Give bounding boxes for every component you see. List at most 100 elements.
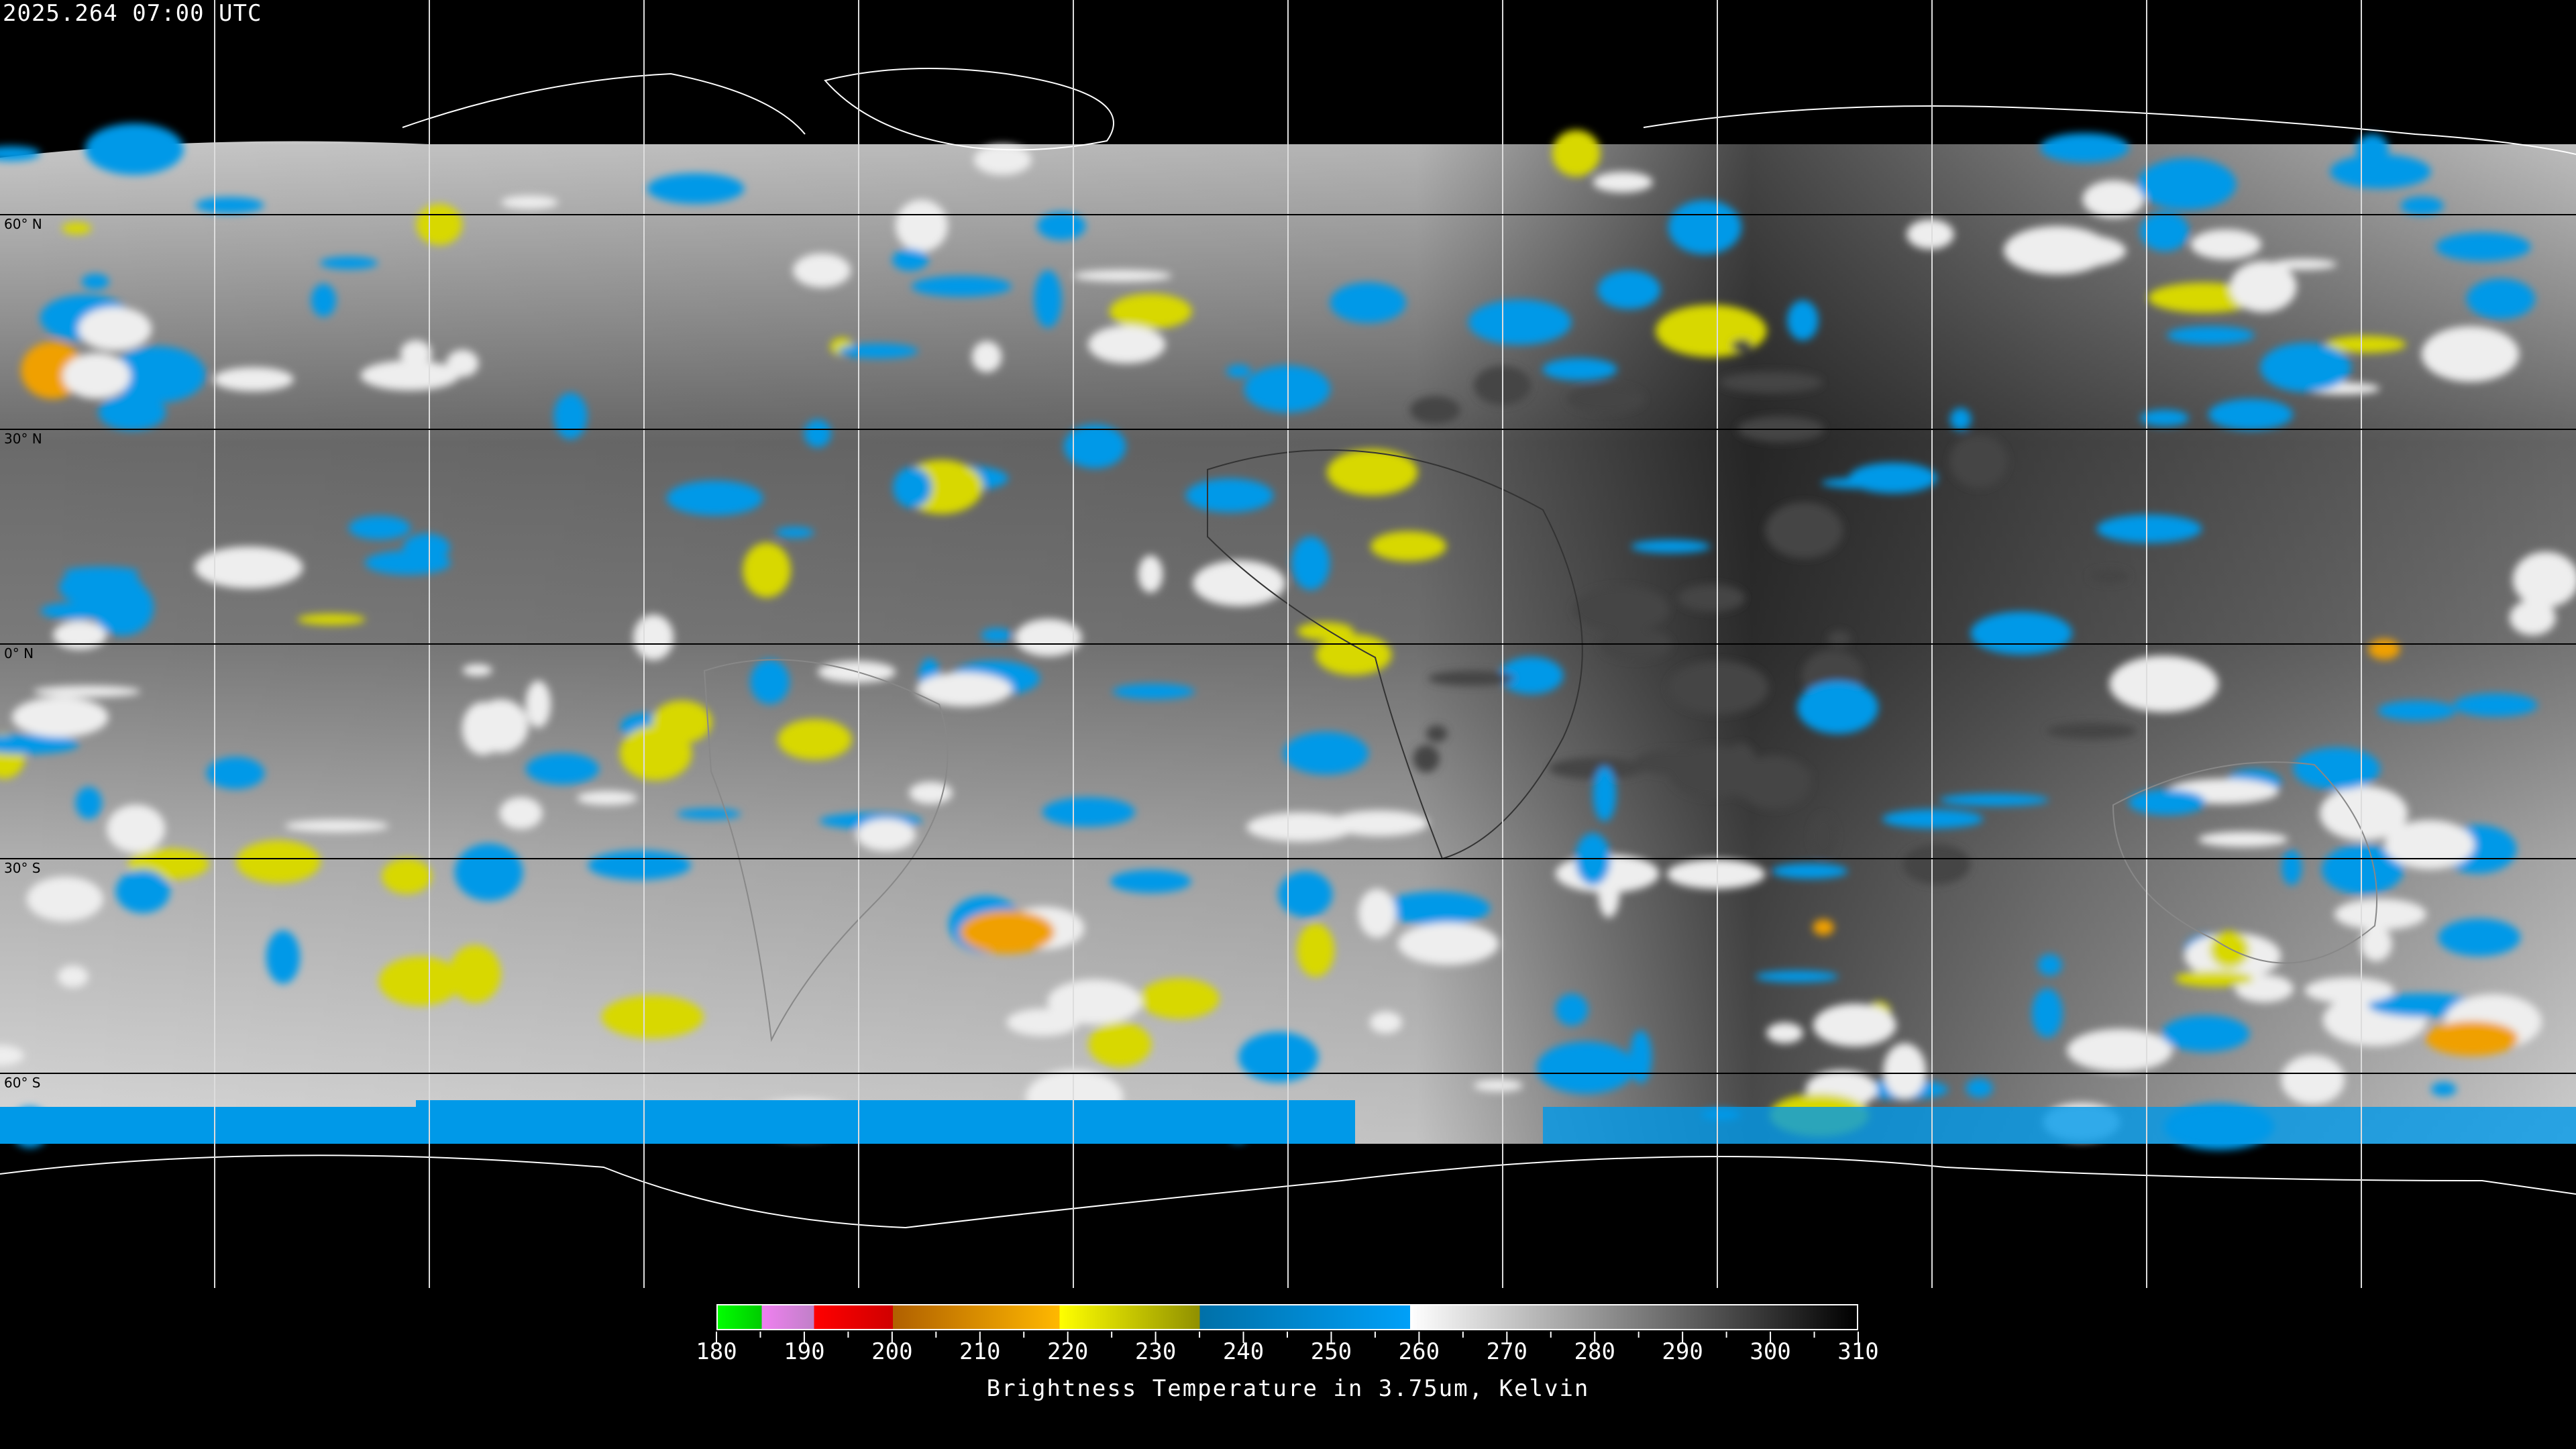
colorbar-tick-label: 200 (871, 1338, 913, 1365)
cloud-patch (892, 249, 928, 271)
cloud-patch (1939, 794, 2049, 806)
cloud-patch (2377, 700, 2457, 721)
cloud-patch (348, 516, 411, 540)
cloud-patch (2334, 898, 2426, 930)
cloud-patch (26, 876, 103, 922)
satellite-map (0, 0, 2576, 1288)
lat-label-30s: 30° S (4, 860, 41, 876)
cloud-patch (62, 353, 131, 399)
cloud-patch (652, 700, 712, 743)
cloud-patch (1036, 211, 1086, 240)
cloud-patch (909, 782, 953, 804)
cloud-patch (743, 543, 791, 598)
cloud-patch (1110, 869, 1191, 894)
cloud-patch (416, 204, 462, 246)
cloud-patch (2166, 326, 2255, 345)
cloud-patch (2421, 326, 2520, 382)
cloud-patch (525, 753, 600, 785)
cloud-patch (2510, 600, 2556, 636)
coastline-eurasia-north (1643, 105, 2576, 155)
cloud-patch (1246, 812, 1355, 842)
cloud-patch (91, 579, 154, 636)
cloud-patch (1771, 863, 1848, 879)
cloud-patch (2466, 278, 2535, 319)
cloud-patch (382, 858, 432, 894)
colorbar-tick-label: 300 (1750, 1338, 1791, 1365)
coastline-greenland (824, 68, 1114, 151)
cloud-patch (1882, 809, 1984, 829)
cloud-patch (1765, 502, 1843, 559)
cloud-patch (2040, 133, 2129, 163)
coastline-africa (1207, 449, 1583, 860)
cloud-patch (78, 307, 152, 351)
cloud-patch (2140, 211, 2190, 252)
cloud-patch (2368, 639, 2400, 660)
cloud-patch (1598, 867, 1620, 918)
cloud-patch (1138, 555, 1163, 593)
cloud-patch (2330, 154, 2431, 189)
cloud-patch (1813, 1004, 1896, 1047)
cloud-patch (311, 283, 337, 317)
coastline-arctic-canada (402, 72, 806, 135)
cloud-patch (98, 394, 166, 431)
cloud-patch (213, 367, 294, 392)
cloud-patch (2067, 1028, 2173, 1072)
cloud-patch (2128, 789, 2206, 816)
cloud-patch (2089, 569, 2129, 584)
cloud-patch (1238, 1032, 1319, 1083)
cloud-patch (2430, 1081, 2457, 1097)
cloud-patch (1566, 385, 1645, 413)
cloud-patch (1883, 1043, 1926, 1099)
cloud-patch (1185, 478, 1274, 513)
cloud-patch (2230, 261, 2297, 313)
cloud-patch (109, 346, 206, 403)
cloud-patch (1088, 325, 1166, 364)
cloud-patch (1426, 724, 1448, 743)
colorbar-tick-label: 260 (1398, 1338, 1440, 1365)
coastline-antarctica (0, 1155, 2576, 1229)
cloud-band-south (416, 1100, 1355, 1144)
cloud-patch (2109, 655, 2218, 712)
cloud-patch (2321, 844, 2404, 895)
cloud-patch (1034, 270, 1062, 328)
cloud-patch (360, 360, 460, 390)
cloud-patch (525, 680, 551, 728)
cloud-patch (1542, 358, 1617, 381)
cloud-patch (666, 480, 763, 516)
cloud-patch (1468, 299, 1572, 345)
cloud-patch (1369, 1011, 1402, 1034)
cloud-patch (33, 686, 141, 698)
cloud-patch (2438, 918, 2521, 957)
cloud-patch (893, 467, 932, 508)
cloud-patch (588, 850, 691, 880)
cloud-patch (601, 996, 704, 1038)
cloud-patch (553, 392, 588, 439)
cloud-patch (1499, 657, 1564, 694)
cloud-patch (1047, 979, 1142, 1024)
colorbar-tick-label: 230 (1134, 1338, 1177, 1365)
cloud-patch (577, 790, 638, 806)
colorbar-tick-label: 250 (1310, 1338, 1352, 1365)
cloud-patch (2161, 1015, 2250, 1052)
colorbar-label: Brightness Temperature in 3.75um, Kelvin (986, 1375, 1590, 1402)
cloud-patch (1358, 889, 1396, 938)
cloud-patch (364, 550, 451, 575)
cloud-patch (81, 274, 109, 290)
cloud-patch (804, 419, 831, 448)
cloud-patch (2140, 409, 2189, 427)
cloud-patch (1970, 611, 2072, 655)
cloud-patch (2293, 747, 2380, 790)
cloud-patch (0, 1045, 24, 1066)
cloud-patch (777, 719, 852, 760)
cloud-patch (195, 197, 264, 214)
cloud-patch (297, 613, 366, 625)
cloud-patch (2019, 233, 2127, 268)
lat-label-60s: 60° S (4, 1075, 41, 1091)
cloud-patch (677, 808, 741, 820)
cloud-patch (1409, 396, 1460, 425)
colorbar-tick-label: 280 (1574, 1338, 1615, 1365)
cloud-patch (1555, 994, 1589, 1026)
cloud-patch (1193, 560, 1286, 606)
cloud-patch (1244, 365, 1331, 413)
cloud-patch (454, 843, 523, 901)
